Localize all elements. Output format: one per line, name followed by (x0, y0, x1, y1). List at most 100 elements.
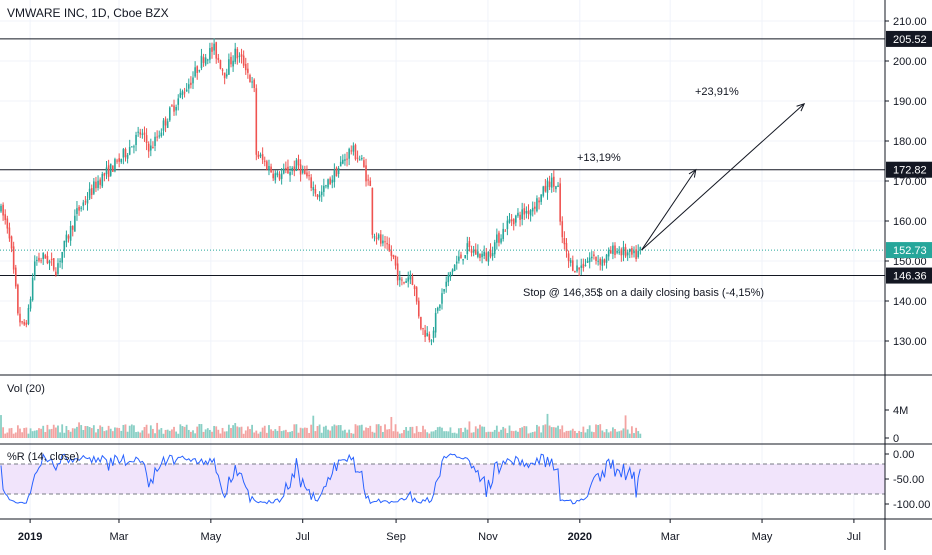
volume-bar (158, 429, 161, 438)
volume-bar (358, 425, 361, 438)
candle-body (620, 249, 623, 256)
candle-body (198, 70, 201, 72)
volume-bar (236, 426, 239, 438)
volume-bar (12, 433, 15, 438)
candle-body (584, 265, 587, 267)
candle-body (33, 261, 36, 276)
candle-body (84, 201, 87, 203)
volume-bar (337, 425, 340, 438)
time-tick-label: Nov (478, 531, 498, 543)
candle-body (329, 178, 331, 185)
volume-bar (175, 431, 178, 438)
candle-body (131, 146, 133, 148)
volume-bar (451, 432, 454, 438)
volume-bar (597, 424, 600, 438)
volume-bar (569, 430, 572, 438)
volume-bar (282, 430, 285, 438)
candle-body (333, 169, 336, 183)
candle-body (637, 250, 640, 258)
candle-body (430, 340, 433, 342)
candle-body (380, 234, 382, 244)
volume-bar (261, 427, 264, 438)
candle-body (112, 165, 114, 172)
candle-body (578, 267, 580, 270)
volume-bar (109, 428, 112, 438)
volume-bar (519, 428, 521, 438)
volume-bar (622, 428, 625, 438)
volume-bar (407, 430, 410, 438)
volume-bar (542, 425, 545, 438)
volume-bar (620, 430, 623, 438)
volume-bar (215, 426, 218, 438)
volume-bar (0, 415, 2, 438)
candle-body (230, 56, 232, 65)
volume-bar (438, 426, 441, 438)
candle-body (107, 165, 110, 177)
volume-bar (521, 427, 524, 438)
volume-bar (162, 433, 165, 438)
volume-bar (73, 428, 76, 438)
candle-body (384, 241, 386, 243)
volume-bar (398, 433, 401, 438)
volume-bar (63, 432, 66, 438)
candle-body (580, 265, 583, 268)
volume-bar (268, 425, 270, 438)
volume-bar (561, 425, 564, 438)
candle-body (219, 60, 222, 69)
candle-body (411, 276, 414, 285)
wr-label: %R (14, close) (7, 451, 80, 463)
volume-bar (593, 432, 595, 438)
time-tick-label: Mar (109, 531, 128, 543)
candle-body (187, 84, 190, 89)
candle-body (196, 66, 199, 73)
candle-body (455, 261, 458, 264)
volume-bar (6, 432, 9, 438)
candle-body (190, 82, 192, 85)
volume-bar (434, 430, 437, 438)
volume-bar (578, 430, 581, 438)
volume-bar (506, 433, 509, 438)
volume-bar (230, 428, 232, 438)
candle-body (253, 79, 255, 89)
candle-body (453, 264, 456, 271)
candle-body (498, 232, 500, 243)
volume-bar (491, 431, 494, 438)
candle-body (363, 160, 365, 167)
volume-bar (550, 427, 553, 438)
candle-body (439, 305, 441, 309)
candle-body (624, 247, 627, 257)
volume-bar (426, 432, 429, 438)
candle-body (468, 241, 471, 248)
candle-body (403, 282, 405, 284)
candle-body (631, 248, 633, 255)
volume-bar (80, 425, 83, 438)
candle-body (466, 243, 469, 255)
candle-body (122, 149, 125, 158)
candle-body (441, 293, 443, 304)
candle-body (211, 47, 213, 52)
candle-body (356, 157, 359, 159)
projection-arrow-head (796, 102, 806, 112)
candle-body (523, 208, 526, 215)
candle-body (320, 191, 323, 196)
candle-body (282, 168, 285, 174)
candle-body (97, 180, 99, 188)
candle-body (99, 179, 101, 185)
price-tick-label: 210.00 (893, 16, 927, 28)
volume-bar (341, 430, 344, 438)
volume-bar (181, 426, 184, 438)
candle-body (449, 271, 452, 278)
candle-body (314, 189, 317, 194)
volume-bar (382, 431, 384, 438)
candle-body (223, 72, 226, 79)
candle-body (52, 258, 55, 270)
volume-bar (352, 433, 355, 438)
volume-bar (223, 431, 226, 438)
candle-body (447, 274, 450, 283)
volume-bar (485, 432, 488, 438)
volume-bar (160, 428, 163, 438)
candle-body (346, 158, 348, 160)
candle-body (293, 166, 296, 172)
volume-bar (133, 425, 135, 438)
